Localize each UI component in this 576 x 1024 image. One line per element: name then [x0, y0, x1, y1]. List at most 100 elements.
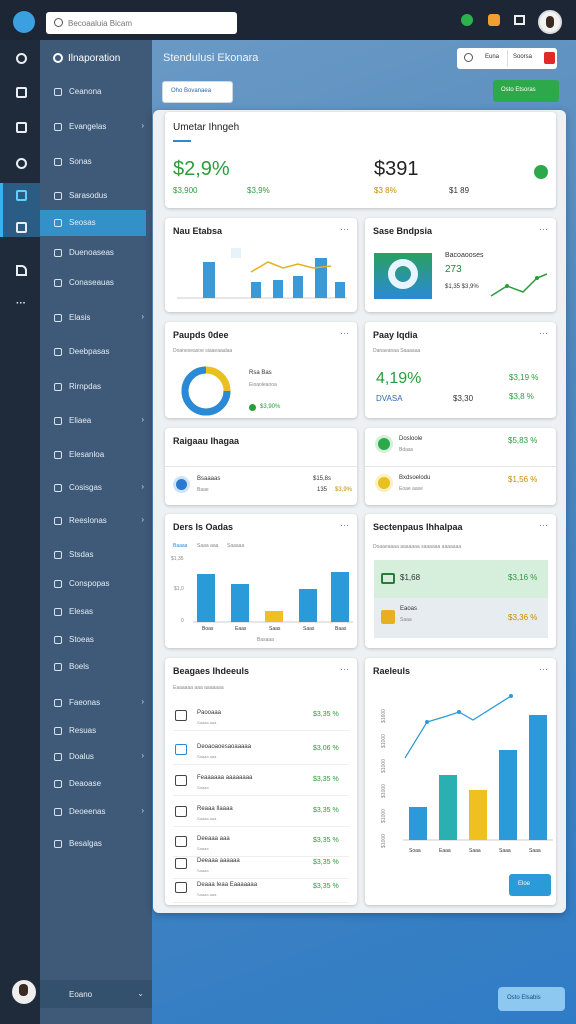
search-box[interactable]: Becoaaluia Bicam	[46, 12, 237, 34]
nav-item[interactable]: Deaoase	[40, 771, 152, 797]
nav-item[interactable]: Sarasodus	[40, 183, 152, 209]
tab[interactable]: Euna	[485, 54, 500, 60]
rail-icon[interactable]	[16, 87, 27, 98]
rail-icon[interactable]	[16, 122, 27, 133]
nav-item[interactable]: Besalgas	[40, 831, 152, 857]
card-title: Beagaes Ihdeeuls	[173, 666, 250, 676]
x-label: Boas	[202, 626, 214, 632]
list-row[interactable]: Feaaaaaa aaaaaaaa Saaaa $3,35 %	[165, 773, 357, 797]
rail-icon[interactable]	[16, 190, 27, 201]
nav-chevron: ›	[141, 515, 144, 524]
nav-icon	[54, 699, 62, 707]
x-label: Saaa	[499, 848, 511, 854]
rail-icon[interactable]	[16, 53, 27, 64]
chart-card: Sase Bndpsia ··· Bacoaooses 273 $1,35 $3,…	[365, 218, 556, 312]
nav-item[interactable]: Cosisgas ›	[40, 475, 152, 501]
nav-item[interactable]: Deebpasas	[40, 339, 152, 365]
item-name: Bxdsoelodu	[399, 475, 431, 481]
nav-label: Resuas	[69, 726, 97, 735]
avatar[interactable]	[538, 10, 562, 34]
metric-value: $391	[374, 158, 419, 180]
row-name: Deeaaa aaaaaa	[197, 858, 240, 864]
legend: Saaa aaa	[197, 543, 219, 549]
nav-item[interactable]: Eliaea ›	[40, 408, 152, 434]
nav-label: Sarasodus	[69, 191, 108, 200]
nav-icon	[54, 417, 62, 425]
rail-more[interactable]: ···	[16, 298, 26, 309]
nav-item[interactable]: Doalus ›	[40, 744, 152, 770]
item-sub: Eoae aase	[399, 486, 423, 492]
nav-item[interactable]: Faeonas ›	[40, 690, 152, 716]
action-button[interactable]: Osto Etsoras	[493, 80, 559, 102]
tab[interactable]: Soorsa	[513, 54, 533, 60]
nav-item[interactable]: Elesas	[40, 599, 152, 625]
nav-chevron: ›	[141, 806, 144, 815]
value: $3,90%	[260, 404, 281, 410]
row-name: Paooaaa	[197, 710, 222, 716]
status-icon[interactable]	[461, 14, 473, 26]
nav-icon	[54, 279, 62, 287]
y-label: $1000	[380, 734, 387, 748]
rail-icon[interactable]	[16, 158, 27, 169]
x-label: Soaa	[409, 848, 421, 854]
nav-icon	[54, 484, 62, 492]
card-title: Sase Bndpsia	[373, 226, 433, 236]
nav-item[interactable]: Sonas	[40, 149, 152, 175]
nav-item[interactable]: Reeslonas ›	[40, 508, 152, 534]
list-row[interactable]: Paooaaa Saaaa aaa $3,35 %	[165, 708, 357, 732]
nav-label: Evangelas	[69, 122, 107, 131]
card-title: Sectenpaus Ihhalpaa	[373, 522, 463, 532]
list-row[interactable]: Deaaa Ieaa Eaaaaaaa Saaaa aaa $3,35 %	[165, 880, 357, 904]
item-name: Bsaaaas	[197, 476, 221, 482]
notification-icon[interactable]	[488, 14, 500, 26]
list-row[interactable]: Deeaaa aaaaaa Saaaa $3,35 %	[165, 856, 357, 880]
nav-item[interactable]: Ceanona	[40, 79, 152, 105]
y-label: $1600	[380, 709, 387, 723]
value: $15,8s	[313, 476, 332, 482]
list-row[interactable]: Reaaa Ilaaaa Saaaa aaa $3,35 %	[165, 804, 357, 828]
rail-icon[interactable]	[16, 222, 27, 233]
nav-icon	[54, 727, 62, 735]
row-sub: Saaaa aaa	[197, 816, 217, 821]
nav-icon	[54, 123, 62, 131]
logo[interactable]	[13, 11, 35, 33]
nav-icon	[54, 249, 62, 257]
nav-item[interactable]: Elesanloa	[40, 442, 152, 468]
nav-icon	[54, 753, 62, 761]
label: DVASA	[376, 394, 403, 403]
nav-label: Duenoaseas	[69, 248, 114, 257]
nav-item[interactable]: Rirnpdas	[40, 374, 152, 400]
value: $3,9%	[335, 487, 353, 493]
value: $3,19 %	[509, 373, 539, 382]
value: $3,8 %	[509, 392, 534, 401]
nav-item[interactable]: Seosas	[40, 210, 146, 236]
row[interactable]: Eaoas Saaa $3,36 %	[374, 598, 548, 638]
list-row[interactable]: Deeaaa aaa Saaaa $3,35 %	[165, 834, 357, 858]
nav-item[interactable]: Stsdas	[40, 542, 152, 568]
nav-item[interactable]: Deoeenas ›	[40, 799, 152, 825]
filter-button[interactable]: Oho Bovanaea	[162, 81, 233, 103]
nav-item[interactable]: Evangelas ›	[40, 114, 152, 140]
row-name: Reaaa Ilaaaa	[197, 806, 233, 812]
nav-item[interactable]: Stoeas	[40, 627, 152, 653]
user-avatar[interactable]	[12, 980, 36, 1004]
nav-item[interactable]: Boels	[40, 654, 152, 680]
list-row[interactable]: Deoaoaoesaoaaaaa Saaaa aaa $3,06 %	[165, 742, 357, 766]
nav-item[interactable]: Conaseauas	[40, 270, 152, 296]
sidebar-footer[interactable]: Eoano ⌄	[40, 980, 152, 1008]
nav-item[interactable]: Duenoaseas	[40, 240, 152, 266]
nav-chevron: ›	[141, 312, 144, 321]
row-value: $3,16 %	[508, 573, 538, 582]
row[interactable]: $1,68 $3,16 %	[374, 560, 548, 598]
row-value: $3,35 %	[313, 859, 339, 866]
nav-item[interactable]: Elasis ›	[40, 305, 152, 331]
floating-button[interactable]: Osto Elsabis	[498, 987, 565, 1011]
settings-icon[interactable]	[514, 15, 525, 25]
metric-value: $2,9%	[173, 158, 230, 180]
metric-sub: $3 8%	[374, 186, 397, 195]
rail-icon[interactable]	[16, 265, 27, 276]
nav-item[interactable]: Resuas	[40, 718, 152, 744]
metric-sub: $3,900	[173, 186, 198, 195]
nav-item[interactable]: Conspopas	[40, 571, 152, 597]
chart-button[interactable]: Eloe	[509, 874, 551, 896]
